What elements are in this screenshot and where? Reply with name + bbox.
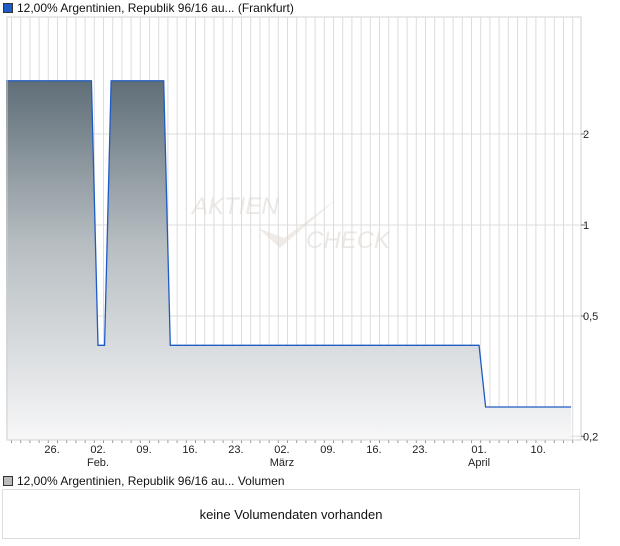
volume-panel: keine Volumendaten vorhanden [2, 489, 580, 539]
price-legend-square-icon [3, 3, 13, 13]
x-tick-label: 16. [182, 444, 197, 456]
price-line [6, 80, 572, 408]
volume-legend-square-icon [3, 476, 13, 486]
y-tick-label: 0,5 [583, 311, 598, 323]
x-month-label: Feb. [87, 457, 109, 469]
price-legend: 12,00% Argentinien, Republik 96/16 au...… [3, 1, 294, 15]
x-month-label: April [468, 457, 490, 469]
volume-empty-message: keine Volumendaten vorhanden [199, 506, 383, 522]
x-tick-label: 23. [412, 444, 427, 456]
price-legend-label: 12,00% Argentinien, Republik 96/16 au...… [17, 1, 294, 15]
watermark-aktien: AKTIEN [190, 193, 279, 220]
volume-legend: 12,00% Argentinien, Republik 96/16 au...… [3, 474, 285, 488]
x-tick-label: 02. [274, 444, 289, 456]
watermark: AKTIEN CHECK [190, 193, 391, 254]
x-tick-label: 10. [531, 444, 546, 456]
watermark-check: CHECK [306, 227, 391, 254]
x-tick-label: 01. [471, 444, 486, 456]
price-area [6, 80, 572, 441]
x-month-label: März [270, 457, 294, 469]
y-tick-label: 2 [583, 129, 589, 141]
y-tick-label: 0,2 [583, 431, 598, 443]
volume-legend-label: 12,00% Argentinien, Republik 96/16 au...… [17, 474, 285, 488]
x-tick-label: 02. [90, 444, 105, 456]
x-tick-label: 09. [320, 444, 335, 456]
x-tick-label: 23. [228, 444, 243, 456]
y-tick-label: 1 [583, 220, 589, 232]
x-tick-label: 26. [44, 444, 59, 456]
x-tick-label: 09. [136, 444, 151, 456]
plot-frame [6, 16, 582, 441]
price-chart: AKTIEN CHECK 210,50,2 26. 02.Feb.09. 16. 23… [6, 16, 598, 469]
x-tick-label: 16. [366, 444, 381, 456]
